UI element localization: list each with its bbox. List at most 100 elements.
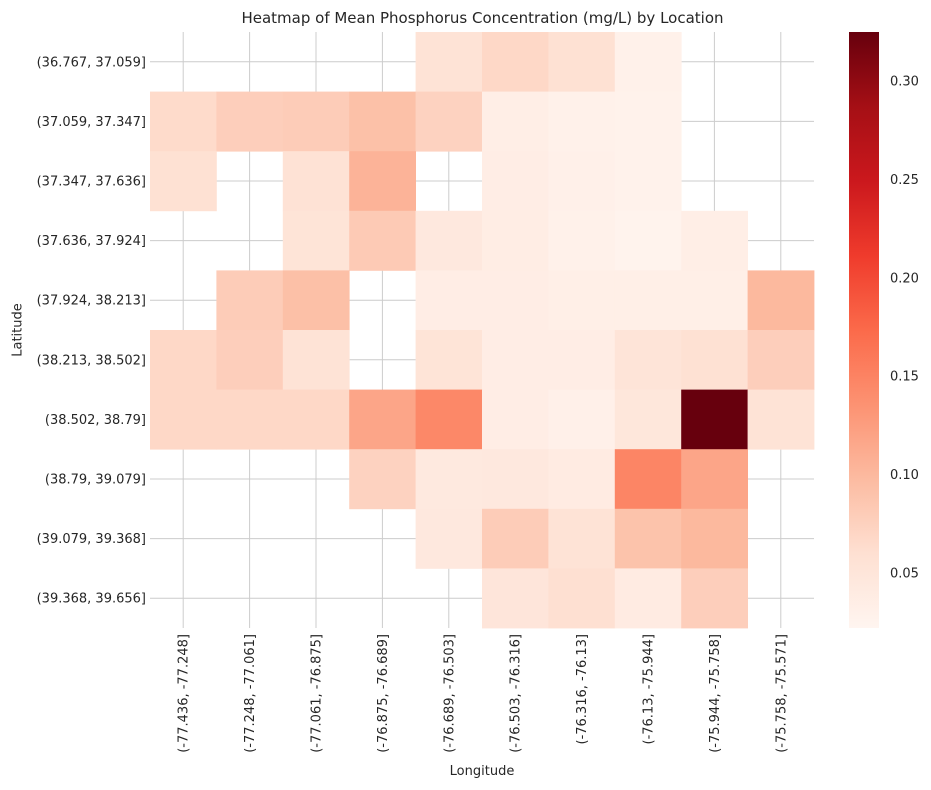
y-tick-label: (38.502, 38.79] — [45, 413, 146, 428]
x-tick-label: (-77.248, -77.061] — [243, 634, 258, 753]
y-tick-label: (37.347, 37.636] — [37, 175, 146, 190]
heatmap-cell — [614, 32, 682, 92]
x-tick-label: (-77.436, -77.248] — [177, 634, 192, 753]
heatmap-cell — [681, 210, 748, 271]
colorbar-tick-label: 0.30 — [890, 75, 919, 90]
heatmap-cell — [150, 389, 217, 450]
heatmap-cell — [415, 330, 483, 390]
heatmap-cell — [415, 508, 483, 569]
heatmap-cell — [548, 449, 616, 510]
heatmap-cell — [282, 210, 350, 271]
colorbar: 0.05 0.10 0.15 0.20 0.25 0.30 — [849, 32, 919, 628]
heatmap-cell — [282, 91, 350, 152]
x-tick-label: (-75.758, -75.571] — [774, 634, 789, 753]
heatmap-cell — [349, 151, 416, 212]
heatmap-cell — [216, 270, 284, 331]
colorbar-tick-label: 0.20 — [890, 271, 919, 286]
heatmap-cell — [747, 330, 815, 390]
y-tick-label: (37.924, 38.213] — [37, 294, 146, 309]
heatmap-cell — [415, 210, 483, 271]
heatmap-cell — [482, 449, 549, 510]
y-tick-labels: (36.767, 37.059] (37.059, 37.347] (37.347,… — [37, 55, 146, 606]
heatmap-cell — [548, 210, 616, 271]
y-tick-label: (39.079, 39.368] — [37, 532, 146, 547]
heatmap-cell — [415, 91, 483, 152]
heatmap-cell — [614, 210, 682, 271]
heatmap-cell — [282, 151, 350, 212]
heatmap-cell — [482, 389, 549, 450]
heatmap-cell — [482, 330, 549, 390]
heatmap-cell — [681, 270, 748, 331]
colorbar-tick-label: 0.10 — [890, 468, 919, 483]
heatmap-cell — [415, 32, 483, 92]
heatmap-cell — [282, 330, 350, 390]
heatmap-cell — [614, 508, 682, 569]
x-tick-label: (-76.316, -76.13] — [575, 634, 590, 745]
heatmap-cell — [349, 389, 416, 450]
heatmap-cell — [681, 449, 748, 510]
heatmap-cell — [548, 151, 616, 212]
heatmap-cell — [614, 151, 682, 212]
x-tick-label: (-76.503, -76.316] — [509, 634, 524, 753]
x-tick-label: (-76.875, -76.689] — [376, 634, 391, 753]
colorbar-gradient — [849, 32, 879, 628]
heatmap-cell — [614, 389, 682, 450]
heatmap-cell — [282, 270, 350, 331]
heatmap-cell — [349, 449, 416, 510]
heatmap-cell — [614, 568, 682, 629]
heatmap-cell — [548, 568, 616, 629]
heatmap-cell — [747, 389, 815, 450]
colorbar-tick-label: 0.05 — [890, 566, 919, 581]
heatmap-cell — [150, 330, 217, 390]
heatmap-cell — [482, 151, 549, 212]
x-tick-label: (-76.13, -75.944] — [642, 634, 657, 745]
colorbar-tick-label: 0.15 — [890, 370, 919, 385]
heatmap-cell — [614, 330, 682, 390]
heatmap-cell — [614, 91, 682, 152]
x-tick-label: (-76.689, -76.503] — [442, 634, 457, 753]
y-tick-label: (37.059, 37.347] — [37, 115, 146, 130]
chart-title: Heatmap of Mean Phosphorus Concentration… — [241, 9, 724, 27]
heatmap-cell — [614, 270, 682, 331]
heatmap-cell — [482, 508, 549, 569]
heatmap-cell — [482, 210, 549, 271]
heatmap-cell — [614, 449, 682, 510]
heatmap-cell — [482, 91, 549, 152]
heatmap-cell — [482, 270, 549, 331]
y-tick-label: (38.213, 38.502] — [37, 353, 146, 368]
heatmap-cell — [681, 389, 748, 450]
heatmap-cell — [548, 91, 616, 152]
colorbar-tick-label: 0.25 — [890, 173, 919, 188]
heatmap-cell — [150, 151, 217, 212]
heatmap-cell — [415, 389, 483, 450]
heatmap-cell — [681, 568, 748, 629]
heatmap-cell — [482, 32, 549, 92]
heatmap-cell — [349, 210, 416, 271]
heatmap-cell — [482, 568, 549, 629]
y-tick-label: (38.79, 39.079] — [45, 473, 146, 488]
x-tick-labels: (-77.436, -77.248] (-77.248, -77.061] (-77… — [177, 634, 790, 753]
x-tick-label: (-75.944, -75.758] — [708, 634, 723, 753]
heatmap-cell — [548, 32, 616, 92]
heatmap-cell — [216, 389, 284, 450]
x-axis-label: Longitude — [449, 764, 515, 779]
heatmap-cells — [150, 32, 815, 629]
x-tick-label: (-77.061, -76.875] — [310, 634, 325, 753]
heatmap-cell — [150, 91, 217, 152]
heatmap-cell — [415, 449, 483, 510]
y-tick-label: (36.767, 37.059] — [37, 55, 146, 70]
y-tick-label: (39.368, 39.656] — [37, 592, 146, 607]
heatmap-cell — [681, 330, 748, 390]
heatmap-cell — [216, 91, 284, 152]
y-tick-label: (37.636, 37.924] — [37, 234, 146, 249]
heatmap-cell — [548, 330, 616, 390]
heatmap-cell — [548, 389, 616, 450]
heatmap-cell — [349, 91, 416, 152]
heatmap-cell — [548, 270, 616, 331]
heatmap-cell — [681, 508, 748, 569]
heatmap-cell — [747, 270, 815, 331]
heatmap-cell — [415, 270, 483, 331]
heatmap-cell — [548, 508, 616, 569]
